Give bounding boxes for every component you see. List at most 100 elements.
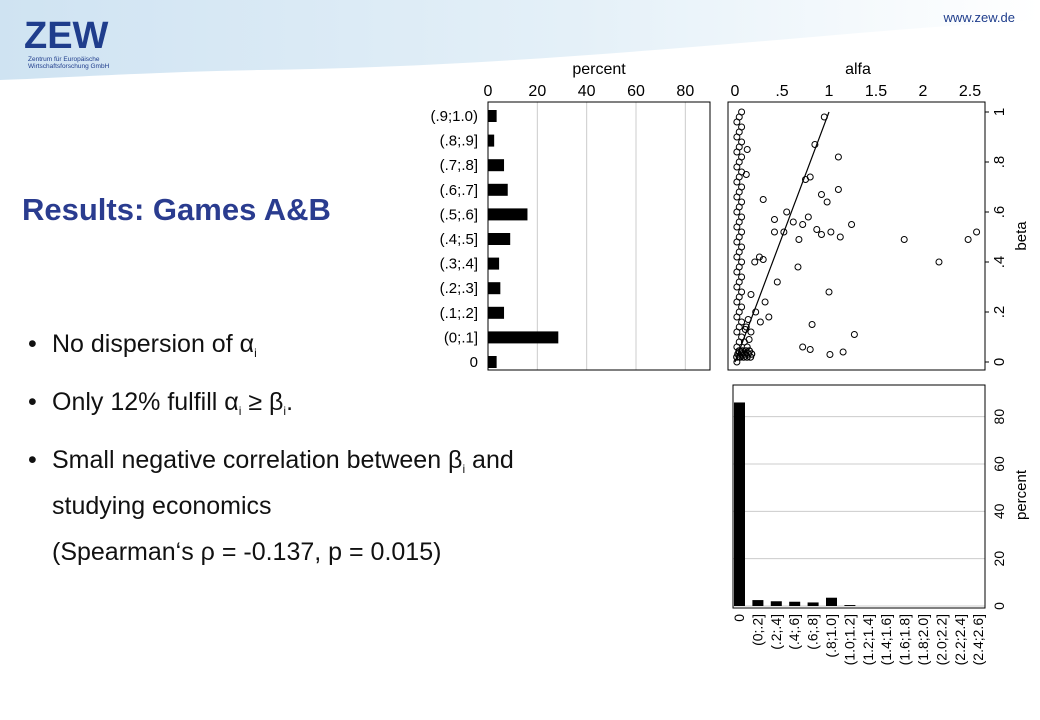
data-point [738, 228, 746, 236]
data-point [773, 278, 781, 286]
x-tick-label: 0 [731, 83, 740, 100]
category-label: (0;.2] [749, 614, 765, 646]
category-label: (.6;.7] [440, 182, 478, 199]
x-tick-label: .5 [775, 83, 788, 100]
data-point [804, 213, 812, 221]
x-tick-label: 1 [825, 83, 834, 100]
data-point [745, 336, 753, 343]
alfa-histogram: 0 20 40 60 80 percent (.9;1.0) (.8;.9] (.7;.8] (.… [430, 61, 711, 371]
bar [752, 600, 764, 606]
header-graphic: ZEW Zentrum für Europäische Wirtschaftsf… [0, 0, 1040, 80]
data-point [747, 328, 755, 336]
data-point [820, 113, 828, 121]
bar [770, 601, 782, 606]
category-label: (2.2;2.4] [952, 614, 968, 665]
data-point [808, 321, 816, 328]
x-axis-label: alfa [845, 61, 871, 78]
bullet-3-line-2-text: studying economics [52, 492, 272, 520]
data-point [738, 258, 746, 266]
bar [488, 183, 508, 196]
category-label: 0 [470, 354, 478, 371]
y-tick-label: 1 [991, 108, 1008, 116]
data-point [823, 198, 831, 206]
category-label: (1.4;1.6] [878, 614, 894, 665]
alfa-beta-scatter: 0 .5 1 1.5 2 2.5 alfa 0 .2 .4 .6 .8 1 beta [727, 61, 1030, 371]
x-tick-label: 80 [676, 83, 694, 100]
data-point [765, 313, 773, 321]
category-label: (.9;1.0) [430, 108, 478, 125]
y-tick-label: .2 [991, 306, 1008, 319]
category-label: (.2;.3] [440, 280, 478, 297]
logo-subtitle-1: Zentrum für Europäische [28, 56, 100, 63]
bar [488, 356, 497, 368]
data-point [759, 256, 767, 263]
data-point [834, 186, 842, 193]
x-tick-label: 20 [528, 83, 546, 100]
axis-title: percent [1013, 469, 1030, 520]
y-tick-label: .8 [991, 156, 1008, 169]
y-tick-label: .4 [991, 256, 1008, 269]
x-tick-label: 0 [484, 83, 493, 100]
data-point [827, 228, 835, 236]
logo-subtitle-2: Wirtschaftsforschung GmbH [28, 63, 110, 70]
bullet-dot: • [28, 330, 37, 358]
bar [807, 602, 819, 606]
bar [789, 601, 801, 606]
data-point [826, 351, 834, 358]
bar [488, 110, 497, 122]
data-point [799, 343, 807, 351]
data-point [770, 216, 778, 223]
data-point [738, 153, 746, 161]
bar [844, 605, 856, 606]
data-point [738, 183, 746, 191]
data-point [747, 350, 756, 358]
category-label: (1.8;2.0] [915, 614, 931, 665]
bar [488, 257, 500, 270]
category-label: (.7;.8] [440, 157, 478, 174]
data-point [813, 226, 821, 233]
category-label: (0;.1] [444, 329, 478, 346]
category-label: (.4;.5] [440, 231, 478, 248]
data-point [738, 303, 746, 311]
x-tick-label: 60 [627, 83, 645, 100]
data-point [738, 138, 746, 146]
data-point [935, 258, 943, 266]
data-point [743, 146, 751, 153]
data-point [738, 108, 746, 116]
y-tick-label: 80 [991, 409, 1007, 425]
website-link[interactable]: www.zew.de [942, 10, 1015, 25]
y-tick-label: .6 [991, 206, 1008, 219]
bar [488, 233, 511, 245]
category-label: (.5;.6] [440, 206, 478, 223]
data-point [743, 343, 751, 351]
data-point [817, 231, 825, 238]
data-point [759, 196, 767, 203]
y-tick-label: 40 [991, 503, 1007, 519]
data-point [747, 291, 755, 298]
data-point [839, 348, 847, 356]
data-point [825, 288, 833, 296]
data-point [738, 318, 746, 326]
data-point [738, 123, 746, 131]
y-tick-label: 60 [991, 456, 1007, 472]
header: ZEW Zentrum für Europäische Wirtschaftsf… [0, 0, 1040, 80]
category-label: (.6;.8] [805, 614, 821, 650]
category-label: (.1;.2] [440, 305, 478, 322]
bar [488, 331, 559, 344]
category-label: (1.6;1.8] [897, 614, 913, 665]
data-point [780, 228, 788, 236]
bar [734, 402, 745, 606]
data-point [789, 218, 797, 226]
category-label: (1.0;1.2] [841, 614, 857, 665]
data-point [900, 236, 908, 243]
data-point [752, 308, 760, 316]
logo-text: ZEW [24, 15, 109, 57]
bullet-3-line-3-text: (Spearman‘s ρ = -0.137, p = 0.015) [52, 538, 442, 566]
data-point [742, 171, 750, 178]
page-title: Results: Games A&B [22, 192, 331, 227]
data-point [738, 198, 746, 206]
bullet-dot: • [28, 446, 37, 474]
category-label: (1.2;1.4] [860, 614, 876, 665]
